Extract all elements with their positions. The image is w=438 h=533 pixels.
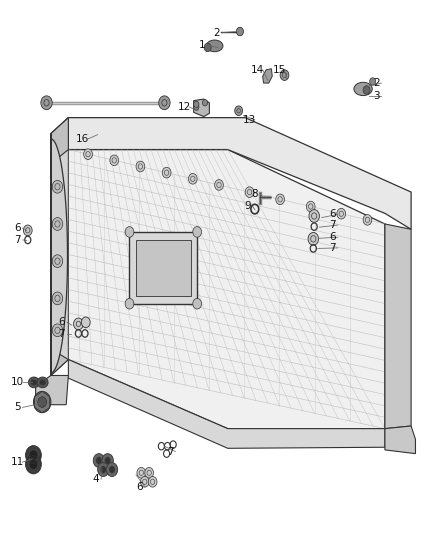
Text: 7: 7	[329, 243, 336, 253]
Circle shape	[38, 397, 46, 407]
Circle shape	[33, 391, 51, 413]
Circle shape	[109, 466, 115, 473]
Circle shape	[52, 324, 63, 337]
Circle shape	[363, 86, 370, 94]
Circle shape	[96, 457, 102, 464]
Circle shape	[237, 27, 244, 36]
Circle shape	[202, 100, 208, 106]
Circle shape	[370, 78, 376, 85]
Text: 8: 8	[251, 189, 258, 199]
Polygon shape	[35, 375, 68, 405]
Circle shape	[363, 215, 372, 225]
Circle shape	[193, 227, 201, 237]
Polygon shape	[51, 118, 411, 229]
Circle shape	[309, 209, 319, 222]
Circle shape	[145, 467, 153, 478]
Circle shape	[162, 167, 171, 178]
Text: 12: 12	[177, 102, 191, 112]
Circle shape	[245, 187, 254, 197]
Circle shape	[194, 104, 199, 110]
Circle shape	[98, 463, 109, 477]
Circle shape	[29, 450, 38, 461]
Text: 1: 1	[199, 41, 206, 50]
Circle shape	[136, 161, 145, 172]
Circle shape	[276, 194, 285, 205]
Polygon shape	[51, 118, 68, 375]
Ellipse shape	[354, 82, 372, 95]
Circle shape	[306, 201, 315, 212]
Circle shape	[25, 455, 41, 474]
Text: 5: 5	[14, 402, 21, 413]
Circle shape	[188, 173, 197, 184]
Text: 14: 14	[251, 65, 264, 75]
Text: 10: 10	[11, 377, 24, 387]
Polygon shape	[68, 360, 385, 448]
Polygon shape	[136, 240, 191, 296]
Text: 6: 6	[136, 482, 143, 491]
Circle shape	[106, 463, 118, 477]
Circle shape	[81, 317, 90, 328]
Text: 7: 7	[329, 220, 336, 230]
Circle shape	[215, 180, 223, 190]
Text: 11: 11	[11, 457, 24, 467]
Circle shape	[84, 149, 92, 159]
Text: 15: 15	[272, 65, 286, 75]
Circle shape	[193, 298, 201, 309]
Circle shape	[337, 208, 346, 219]
Text: 7: 7	[59, 329, 65, 339]
Circle shape	[194, 101, 199, 108]
Polygon shape	[263, 69, 272, 83]
Circle shape	[141, 477, 149, 487]
Text: 2: 2	[373, 78, 379, 88]
Text: 4: 4	[92, 474, 99, 484]
Circle shape	[52, 180, 63, 193]
Circle shape	[280, 70, 289, 80]
Circle shape	[52, 255, 63, 268]
Text: 3: 3	[373, 91, 379, 101]
Ellipse shape	[37, 377, 48, 387]
Circle shape	[235, 106, 243, 116]
Circle shape	[159, 96, 170, 110]
Polygon shape	[68, 150, 385, 429]
Polygon shape	[194, 99, 209, 117]
Circle shape	[74, 318, 83, 330]
Circle shape	[93, 454, 105, 467]
Text: 2: 2	[213, 28, 220, 38]
Text: 6: 6	[329, 209, 336, 220]
Text: 13: 13	[243, 115, 256, 125]
Circle shape	[52, 217, 63, 230]
Circle shape	[137, 467, 146, 478]
Text: 16: 16	[76, 134, 89, 144]
Text: 7: 7	[167, 447, 173, 456]
Circle shape	[29, 459, 38, 470]
Circle shape	[100, 466, 106, 473]
Ellipse shape	[28, 377, 39, 387]
Circle shape	[25, 446, 41, 465]
Text: 6: 6	[59, 317, 65, 327]
Ellipse shape	[206, 40, 223, 52]
Text: 6: 6	[14, 223, 21, 233]
Circle shape	[125, 298, 134, 309]
Polygon shape	[130, 232, 197, 304]
Text: 6: 6	[329, 232, 336, 243]
Circle shape	[41, 96, 52, 110]
Text: 7: 7	[14, 235, 21, 245]
Polygon shape	[51, 134, 67, 375]
Text: 9: 9	[244, 201, 251, 212]
Ellipse shape	[30, 379, 37, 385]
Circle shape	[102, 454, 113, 467]
Polygon shape	[385, 224, 411, 429]
Circle shape	[52, 292, 63, 305]
Polygon shape	[385, 426, 416, 454]
Ellipse shape	[39, 379, 46, 385]
Circle shape	[204, 43, 211, 52]
Polygon shape	[51, 118, 68, 375]
Circle shape	[125, 227, 134, 237]
Circle shape	[148, 477, 157, 487]
Circle shape	[308, 232, 318, 245]
Circle shape	[105, 457, 111, 464]
Circle shape	[23, 225, 32, 236]
Circle shape	[110, 155, 119, 166]
